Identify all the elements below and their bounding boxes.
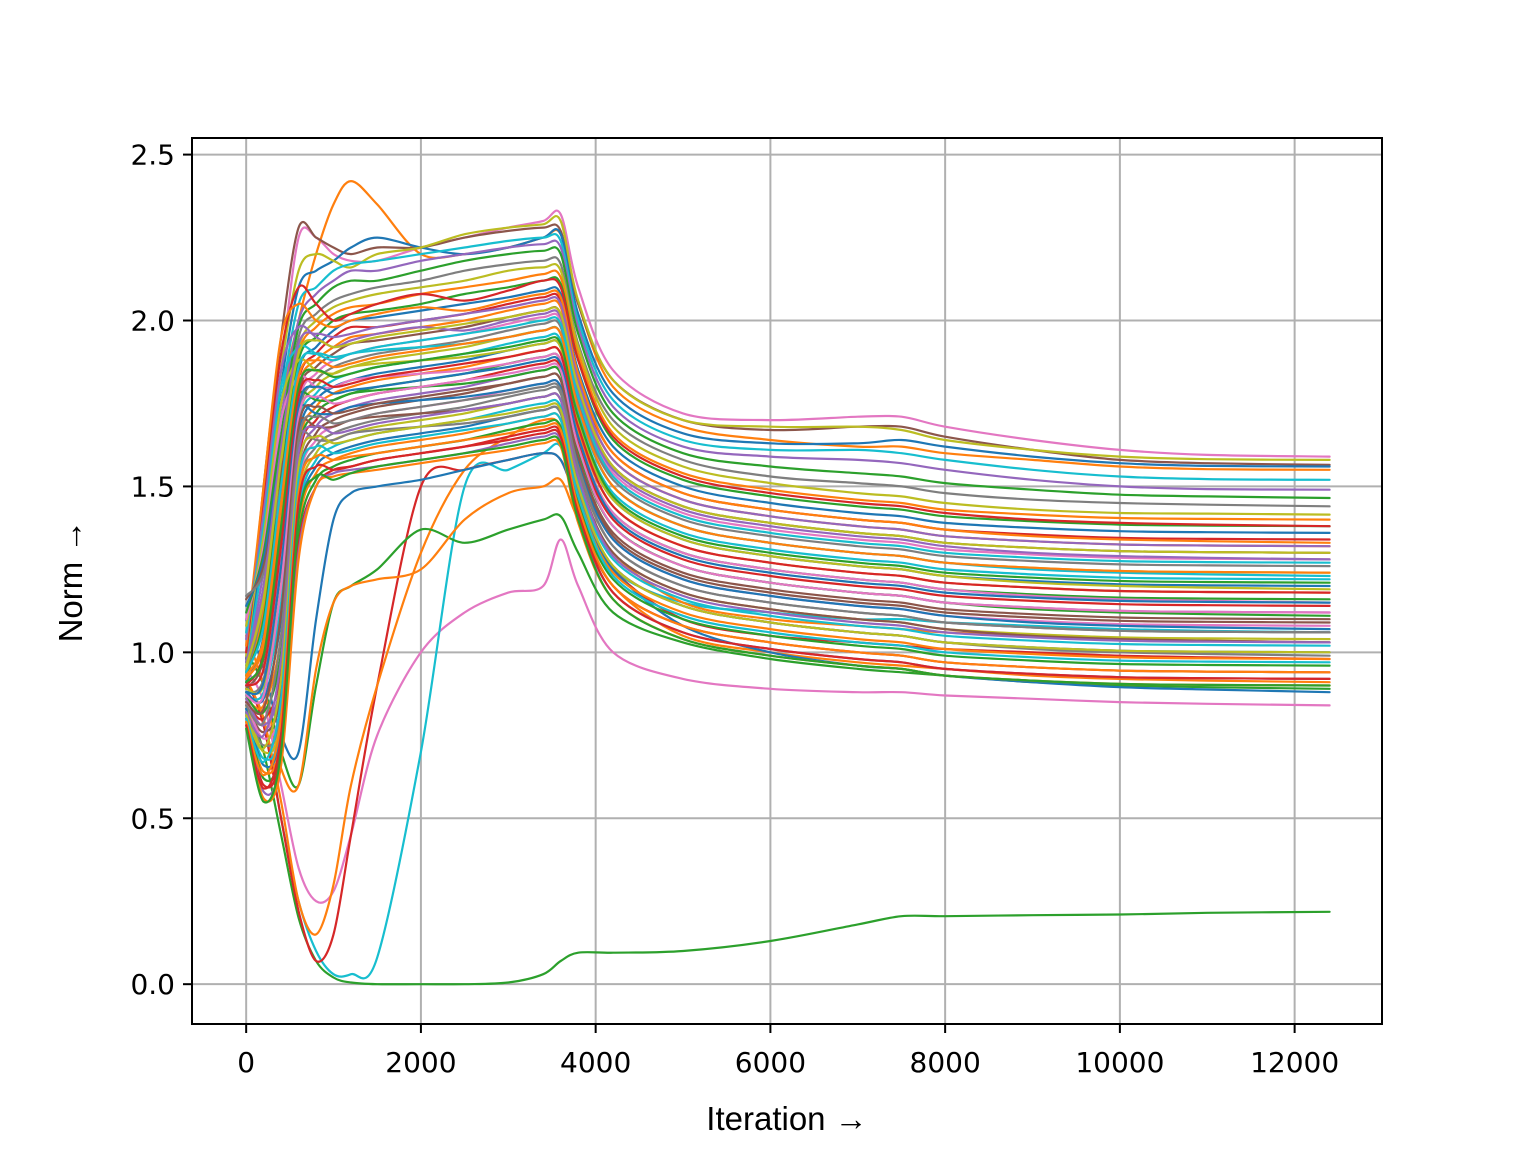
series-line-37 — [245, 398, 1331, 761]
series-line-27 — [245, 332, 1331, 701]
series-line-55 — [245, 306, 1331, 667]
plot-area — [245, 180, 1331, 986]
x-tick-label-0: 0 — [237, 1046, 255, 1079]
y-tick-label-0: 0.0 — [130, 968, 175, 1001]
x-axis-label: Iteration → — [706, 1100, 867, 1137]
series-line-12 — [245, 215, 1331, 657]
series-line-11 — [245, 228, 1331, 664]
series-line-64 — [245, 392, 1331, 738]
x-axis-ticks: 0 2000 4000 6000 8000 10000 12000 — [237, 1024, 1339, 1079]
y-tick-label-5: 2.5 — [130, 139, 175, 172]
series-line-61 — [245, 362, 1331, 705]
series-line-45 — [245, 289, 1331, 647]
series-line-67 — [245, 422, 1331, 777]
series-line-13 — [245, 232, 1331, 667]
axes-frame — [191, 137, 1383, 1025]
x-tick-label-1: 2000 — [385, 1046, 456, 1079]
series-line-17 — [245, 262, 1331, 670]
series-line-65 — [245, 402, 1331, 751]
series-line-54 — [245, 296, 1331, 664]
series-line-66 — [245, 412, 1331, 764]
series-line-69 — [245, 435, 1331, 804]
series-line-8 — [245, 209, 1331, 670]
series-line-56 — [245, 316, 1331, 674]
series-line-59 — [245, 346, 1331, 687]
series-line-18 — [245, 269, 1331, 680]
series-line-60 — [245, 355, 1331, 696]
series-line-19 — [245, 276, 1331, 677]
y-tick-label-4: 2.0 — [130, 305, 175, 338]
series-line-10 — [245, 220, 1331, 661]
x-tick-label-3: 6000 — [735, 1046, 806, 1079]
y-tick-label-2: 1.0 — [130, 636, 175, 669]
y-axis-ticks: 0.0 0.5 1.0 1.5 2.0 2.5 — [130, 139, 192, 1001]
x-tick-label-4: 8000 — [910, 1046, 981, 1079]
y-axis-label: Norm → — [52, 520, 89, 643]
series-lines — [245, 180, 1331, 986]
series-line-24 — [245, 312, 1331, 687]
series-line-46 — [245, 309, 1331, 641]
series-line-68 — [245, 428, 1331, 790]
series-line-14 — [245, 239, 1331, 670]
series-line-1 — [245, 538, 1331, 904]
series-line-16 — [245, 256, 1331, 677]
series-line-63 — [245, 382, 1331, 726]
series-line-58 — [245, 336, 1331, 684]
series-line-57 — [245, 326, 1331, 677]
x-tick-label-6: 12000 — [1250, 1046, 1339, 1079]
y-tick-label-1: 0.5 — [130, 802, 175, 835]
series-line-44 — [245, 277, 1331, 654]
x-tick-label-5: 10000 — [1075, 1046, 1164, 1079]
series-line-15 — [245, 246, 1331, 674]
series-line-62 — [245, 372, 1331, 716]
y-tick-label-3: 1.5 — [130, 470, 175, 503]
series-line-40 — [245, 418, 1331, 783]
series-line-25 — [245, 319, 1331, 694]
x-tick-label-2: 4000 — [560, 1046, 631, 1079]
